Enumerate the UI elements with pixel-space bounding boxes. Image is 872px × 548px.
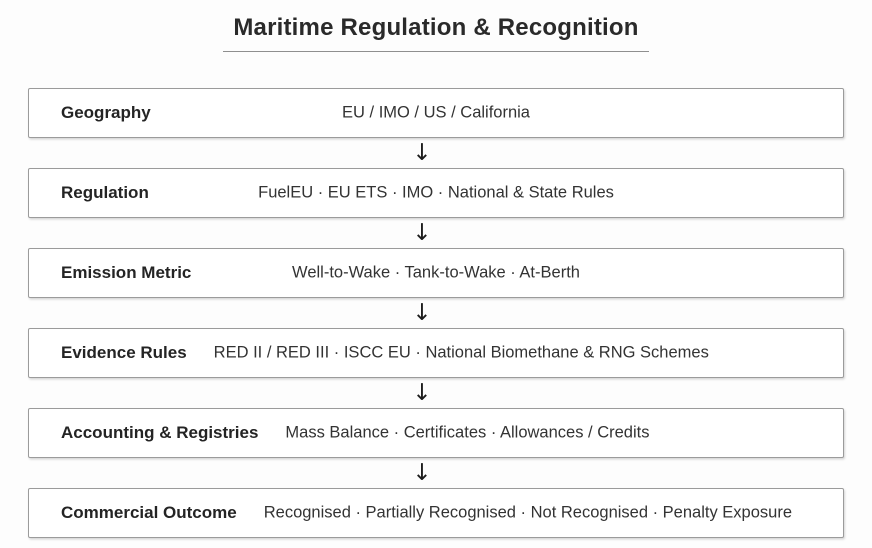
flow-step-label: Accounting & Registries: [61, 423, 259, 442]
flow-arrow-row: ↓: [28, 458, 844, 488]
down-arrow-icon: ↓: [412, 139, 432, 166]
flow-step-items-text: Recognised · Partially Recognised · Not …: [263, 503, 793, 522]
down-arrow-icon: ↓: [412, 219, 432, 246]
flow-step-label: Emission Metric: [61, 263, 192, 282]
flow-step-items-text: FuelEU · EU ETS · IMO · National & State…: [258, 183, 614, 202]
flow-step-box: Regulation FuelEU · EU ETS · IMO · Natio…: [28, 168, 844, 218]
flow-step-items: RED II / RED III · ISCC EU · National Bi…: [214, 344, 829, 363]
flow-step-box: Accounting & Registries Mass Balance · C…: [28, 408, 844, 458]
flow-step-items: EU / IMO / US / California: [29, 104, 843, 123]
page-title: Maritime Regulation & Recognition: [223, 12, 649, 52]
flow-step-box: Geography EU / IMO / US / California: [28, 88, 844, 138]
down-arrow-icon: ↓: [412, 459, 432, 486]
flow-arrow-row: ↓: [28, 378, 844, 408]
flow-step-label: Evidence Rules: [61, 343, 187, 362]
flow-step-items-text: RED II / RED III · ISCC EU · National Bi…: [213, 343, 709, 362]
flow-step-box: Emission Metric Well-to-Wake · Tank-to-W…: [28, 248, 844, 298]
flow-step-items-text: EU / IMO / US / California: [342, 103, 530, 122]
flow-arrow-row: ↓: [28, 298, 844, 328]
flow-step-items: Well-to-Wake · Tank-to-Wake · At-Berth: [29, 264, 843, 283]
flow-step-items: FuelEU · EU ETS · IMO · National & State…: [29, 184, 843, 203]
flow-step-box: Commercial Outcome Recognised · Partiall…: [28, 488, 844, 538]
flow-step-box: Evidence Rules RED II / RED III · ISCC E…: [28, 328, 844, 378]
flow-step-label: Commercial Outcome: [61, 503, 237, 522]
flow-step-items-text: Well-to-Wake · Tank-to-Wake · At-Berth: [292, 263, 580, 282]
flow-step-items: Mass Balance · Certificates · Allowances…: [285, 424, 829, 443]
flow-step-label: Regulation: [61, 183, 149, 202]
down-arrow-icon: ↓: [412, 299, 432, 326]
flow-stack: Geography EU / IMO / US / California ↓ R…: [28, 88, 844, 538]
down-arrow-icon: ↓: [412, 379, 432, 406]
flow-arrow-row: ↓: [28, 218, 844, 248]
flow-arrow-row: ↓: [28, 138, 844, 168]
flow-step-label: Geography: [61, 103, 151, 122]
flow-step-items: Recognised · Partially Recognised · Not …: [264, 504, 829, 523]
flow-step-items-text: Mass Balance · Certificates · Allowances…: [285, 423, 650, 442]
